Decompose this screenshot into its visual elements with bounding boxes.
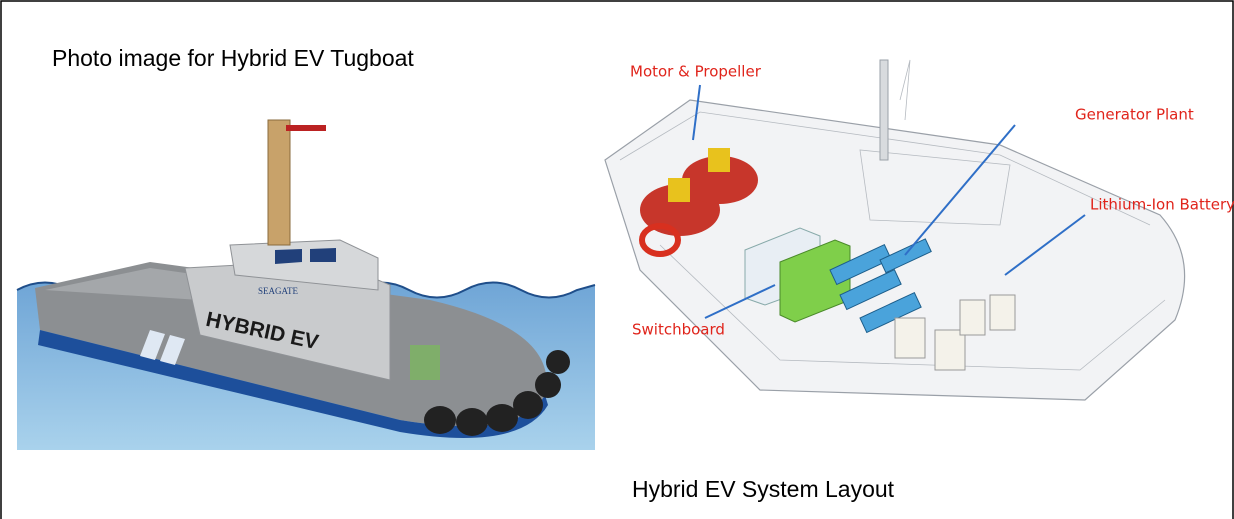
tugboat-photo: SEAGATE HYBRID EV (17, 100, 595, 450)
label-battery: Lithium-Ion Battery (1090, 196, 1234, 214)
brand-text: SEAGATE (258, 286, 299, 296)
label-generator: Generator Plant (1075, 106, 1194, 124)
system-layout-diagram: Motor & Propeller Generator Plant Lithiu… (605, 60, 1234, 400)
figure: Photo image for Hybrid EV Tugboat SEAGAT… (0, 0, 1234, 519)
right-caption: Hybrid EV System Layout (632, 476, 895, 502)
label-switchboard: Switchboard (632, 321, 725, 339)
page: Photo image for Hybrid EV Tugboat SEAGAT… (0, 0, 1234, 519)
label-motor: Motor & Propeller (630, 63, 762, 81)
left-caption: Photo image for Hybrid EV Tugboat (52, 45, 414, 71)
